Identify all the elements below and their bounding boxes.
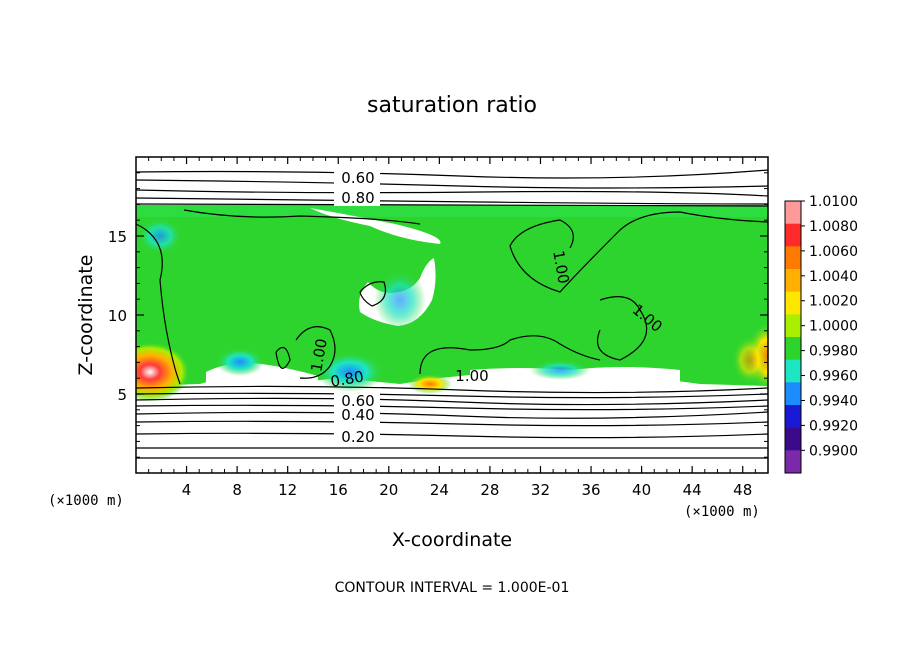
x-tick-label: 4 (182, 481, 192, 499)
colorbar-label: 0.9900 (809, 443, 858, 459)
colorbar-segment (785, 382, 801, 406)
contour-interval-note: CONTOUR INTERVAL = 1.000E-01 (335, 580, 570, 596)
colorbar-frame (784, 200, 802, 474)
x-tick-label: 24 (430, 481, 449, 499)
colorbar-label: 0.9960 (809, 369, 858, 385)
x-tick-label: 12 (278, 481, 297, 499)
x-tick-label: 8 (232, 481, 242, 499)
x-tick-label: 32 (531, 481, 550, 499)
contour-label: 0.20 (341, 428, 374, 446)
contour-label: 1.00 (549, 249, 573, 285)
colorbar-segment (785, 269, 801, 293)
colorbar-segment (785, 291, 801, 315)
contour-lines (136, 169, 768, 459)
y-axis-label: Z-coordinate (75, 255, 97, 376)
colorbar-segment (785, 223, 801, 247)
contour-label: 0.40 (341, 406, 374, 424)
colorbar-label: 1.0000 (809, 319, 858, 335)
colorbar-label: 1.0100 (809, 194, 858, 210)
contour-label: 1.00 (455, 367, 488, 385)
contour-label: 0.60 (341, 169, 374, 187)
contour-label: 0.60 (341, 392, 374, 410)
y-tick-label: 15 (108, 228, 127, 246)
colorbar-label: 1.0060 (809, 244, 858, 260)
x-axis-unit-right: (×1000 m) (684, 504, 760, 520)
colorbar-segment (785, 405, 801, 429)
y-axis: 5 10 15 (108, 172, 768, 458)
colorbar-segment (785, 246, 801, 270)
colorbar-segment (785, 427, 801, 451)
x-tick-label: 20 (379, 481, 398, 499)
x-tick-label: 44 (683, 481, 702, 499)
plot-field (136, 157, 768, 473)
x-axis-unit-left: (×1000 m) (48, 493, 124, 509)
y-tick-label: 10 (108, 307, 127, 325)
colorbar-label: 0.9940 (809, 393, 858, 409)
x-axis: 4 8 12 16 20 24 28 32 36 40 44 48 (148, 157, 756, 499)
chart-title: saturation ratio (367, 93, 537, 118)
colorbar-segment (785, 337, 801, 361)
x-tick-label: 40 (632, 481, 651, 499)
contour-label: 1.00 (307, 337, 331, 373)
contour-label: 0.80 (329, 367, 365, 391)
colorbar-label: 1.0040 (809, 269, 858, 285)
x-tick-label: 48 (733, 481, 752, 499)
x-tick-label: 28 (480, 481, 499, 499)
contour-label: 0.80 (341, 189, 374, 207)
colorbar: 1.0100 1.0080 1.0060 1.0040 1.0020 1.0000 0.99… (784, 194, 858, 474)
colorbar-segment (785, 359, 801, 383)
y-tick-label: 5 (117, 386, 127, 404)
colorbar-label: 0.9980 (809, 344, 858, 360)
x-tick-label: 36 (581, 481, 600, 499)
colorbar-label: 0.9920 (809, 418, 858, 434)
colorbar-segment (785, 201, 801, 225)
supersaturated-region (136, 205, 768, 386)
colorbar-label: 1.0080 (809, 219, 858, 235)
colorbar-segment (785, 450, 801, 474)
contour-labels: 0.60 0.80 1.00 1.00 1.00 1.00 0.80 0.60 … (307, 168, 666, 446)
x-axis-label: X-coordinate (392, 529, 512, 551)
colorbar-segment (785, 314, 801, 338)
x-tick-label: 16 (329, 481, 348, 499)
colorbar-label: 1.0020 (809, 294, 858, 310)
